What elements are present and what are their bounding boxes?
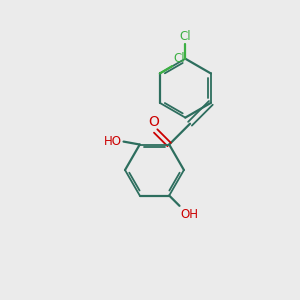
Text: Cl: Cl bbox=[174, 52, 185, 64]
Text: Cl: Cl bbox=[179, 29, 191, 43]
Text: HO: HO bbox=[104, 135, 122, 148]
Text: O: O bbox=[149, 115, 160, 129]
Text: OH: OH bbox=[180, 208, 198, 221]
